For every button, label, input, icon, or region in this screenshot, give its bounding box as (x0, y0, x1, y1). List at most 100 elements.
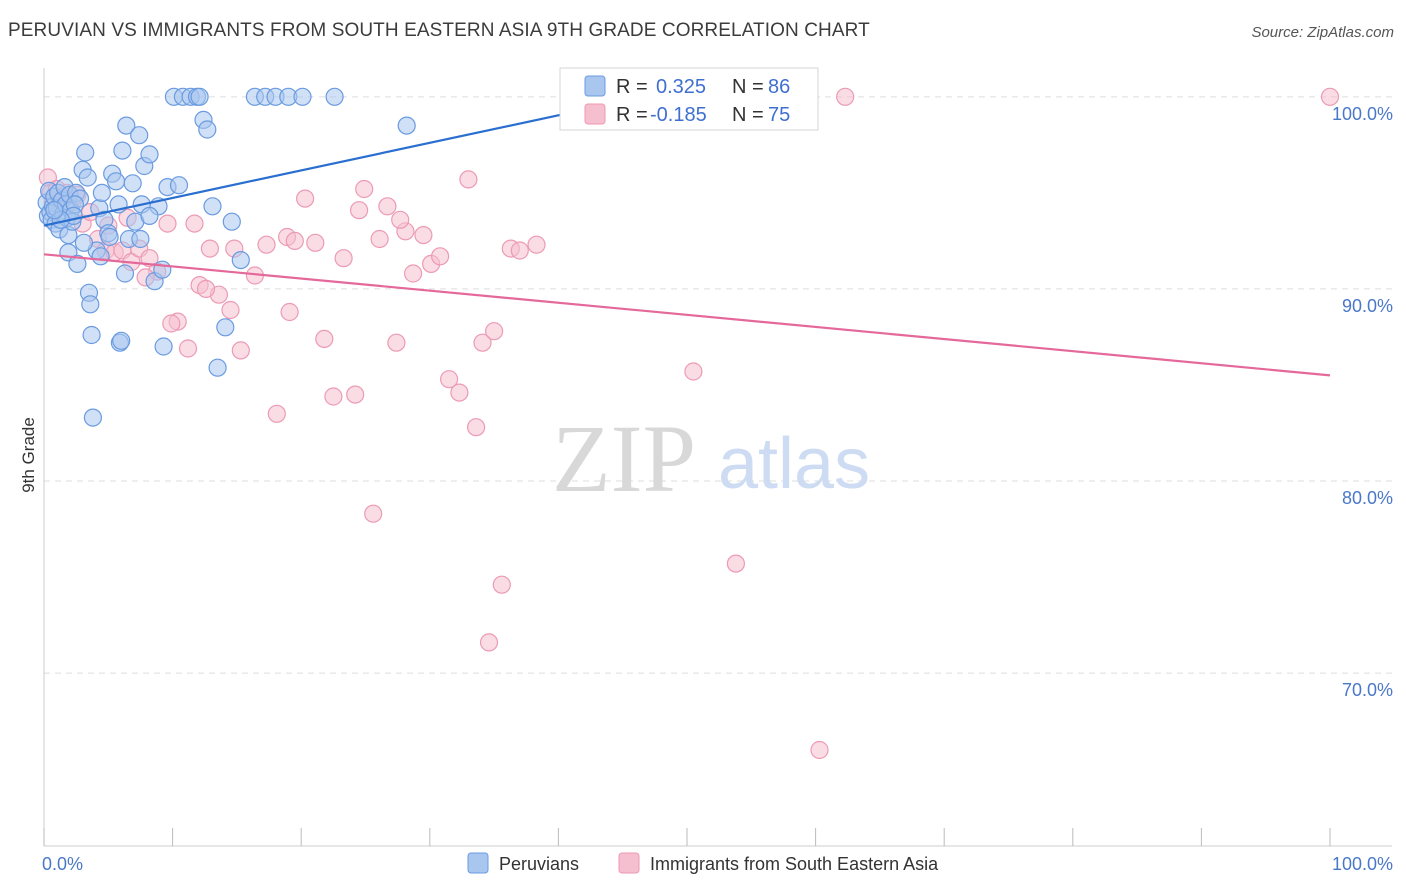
peruvian-point (169, 176, 189, 195)
peruvian-point (81, 295, 100, 314)
x-tick-label-max: 100.0% (1332, 854, 1393, 874)
legend-n-value-2: 75 (768, 104, 790, 126)
immigrant-point (158, 214, 177, 233)
legend: R = 0.325 N = 86 R = -0.185 N = 75 (559, 67, 819, 131)
peruvian-point (293, 87, 312, 106)
bottom-legend-immigrants: Immigrants from South Eastern Asia (650, 854, 939, 874)
peruvian-point (123, 174, 142, 193)
immigrant-point (684, 362, 703, 381)
legend-n-value-1: 86 (768, 76, 790, 98)
immigrant-point (196, 279, 216, 298)
legend-r-value-1: 0.325 (656, 76, 706, 98)
peruvian-point (78, 168, 97, 187)
peruvian-point (100, 227, 119, 247)
peruvian-point (203, 197, 222, 216)
y-tick-label-70: 70.0% (1342, 680, 1393, 700)
peruvian-point (222, 212, 241, 231)
peruvian-trend-line (43, 95, 645, 227)
legend-n-label-2: N = (732, 104, 764, 126)
peruvian-point (231, 251, 250, 270)
watermark-zip: ZIP (552, 405, 696, 512)
y-tick-label-100: 100.0% (1332, 104, 1393, 124)
x-tick-label-min: 0.0% (42, 854, 83, 874)
immigrant-point (836, 87, 855, 106)
immigrant-point (527, 235, 546, 254)
immigrant-point (185, 214, 204, 233)
immigrant-point (492, 575, 511, 594)
bottom-legend-peruvians: Peruvians (499, 854, 579, 874)
legend-r-label-1: R = (616, 76, 648, 98)
immigrant-point (350, 201, 369, 220)
immigrant-point (200, 239, 219, 258)
immigrant-point (459, 170, 478, 189)
chart-title: PERUVIAN VS IMMIGRANTS FROM SOUTH EASTER… (8, 20, 870, 41)
immigrant-point (267, 404, 286, 423)
immigrant-point (370, 229, 389, 249)
immigrant-point (467, 418, 486, 437)
x-tick-marks (43, 828, 1331, 846)
immigrant-point (324, 387, 343, 406)
chart-source: Source: ZipAtlas.com (1251, 24, 1394, 41)
peruvian-point (131, 229, 150, 249)
peruvian-point (117, 116, 136, 135)
immigrant-point (479, 633, 499, 652)
y-tick-label-80: 80.0% (1342, 488, 1393, 508)
immigrant-point (162, 314, 181, 333)
peruvian-point (68, 254, 87, 273)
peruvian-point (325, 87, 344, 106)
peruvian-point (198, 120, 217, 139)
peruvian-point (208, 358, 227, 377)
y-tick-label-90: 90.0% (1342, 296, 1393, 316)
immigrant-point (346, 385, 365, 404)
bottom-legend: Peruvians Immigrants from South Eastern … (467, 852, 939, 874)
immigrant-point (378, 197, 397, 216)
immigrant-point (296, 189, 315, 208)
y-axis-label: 9th Grade (19, 417, 38, 493)
immigrant-point (726, 554, 746, 573)
immigrant-point (257, 235, 276, 254)
immigrant-point (364, 504, 383, 523)
immigrant-point (810, 740, 829, 760)
peruvian-point (82, 325, 101, 345)
immigrant-point (178, 339, 198, 358)
bottom-legend-swatch-peruvians (467, 852, 489, 874)
peruvian-point (216, 318, 235, 337)
peruvian-point (113, 141, 132, 160)
trend-layer (43, 95, 1331, 377)
peruvian-point (190, 87, 209, 106)
immigrant-point (391, 210, 410, 229)
immigrant-point (306, 233, 325, 252)
immigrant-point (440, 370, 459, 389)
immigrant-point (431, 247, 450, 266)
peruvian-point (140, 206, 159, 225)
immigrant-point (355, 179, 374, 199)
legend-r-label-2: R = (616, 104, 648, 126)
immigrant-point (221, 300, 240, 320)
peruvian-point (92, 183, 112, 202)
legend-n-label-1: N = (732, 76, 764, 98)
immigrant-trend-line (43, 253, 1331, 377)
legend-swatch-peruvians (584, 75, 606, 97)
peruvian-point (91, 247, 110, 266)
peruvian-point (397, 116, 416, 135)
immigrant-point (285, 231, 304, 250)
peruvian-point (153, 260, 172, 279)
peruvian-point (112, 331, 131, 350)
immigrant-point (280, 302, 299, 322)
y-tick-labels: 70.0% 80.0% 90.0% 100.0% (1332, 104, 1393, 700)
peruvian-point (74, 233, 94, 252)
peruvian-point (130, 126, 149, 145)
peruvian-point (83, 408, 103, 427)
immigrant-point (140, 249, 159, 268)
immigrant-point (1320, 87, 1340, 106)
immigrant-point (404, 264, 423, 283)
watermark-atlas: atlas (718, 424, 870, 504)
peruvian-point (106, 172, 126, 191)
immigrant-point (387, 333, 406, 352)
immigrant-point (231, 341, 250, 360)
peruvian-point (76, 143, 95, 162)
peruvian-point (140, 145, 159, 164)
legend-swatch-immigrants (584, 103, 606, 125)
immigrant-point (414, 226, 433, 245)
